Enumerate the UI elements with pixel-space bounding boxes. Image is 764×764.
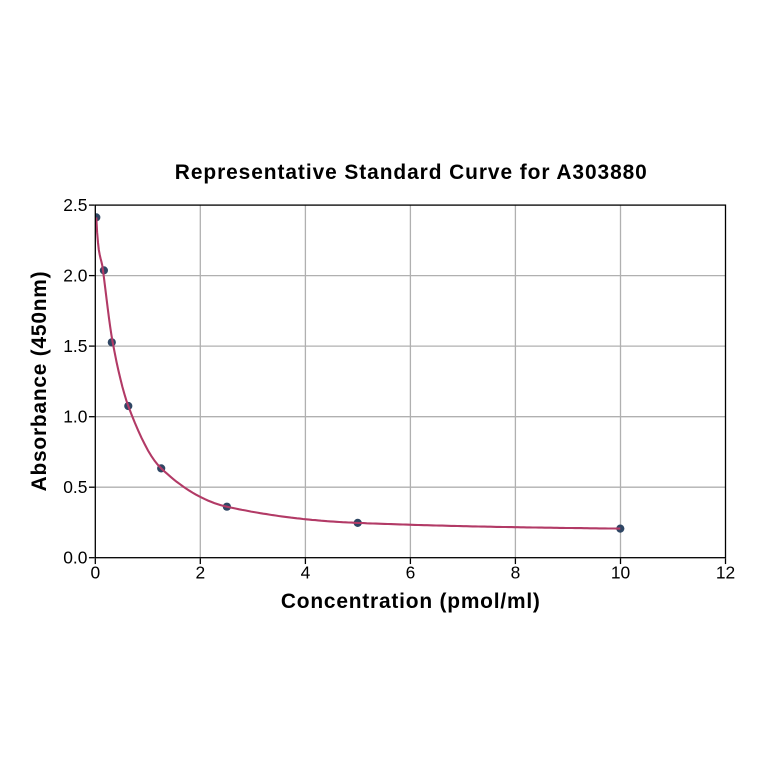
svg-text:2.5: 2.5	[63, 195, 87, 215]
svg-text:1.0: 1.0	[63, 407, 87, 427]
svg-text:0.5: 0.5	[63, 477, 87, 497]
svg-text:2.0: 2.0	[63, 266, 87, 286]
svg-text:2: 2	[195, 562, 205, 582]
svg-text:1.5: 1.5	[63, 336, 87, 356]
svg-text:0.0: 0.0	[63, 548, 87, 568]
svg-text:6: 6	[406, 562, 416, 582]
svg-text:8: 8	[511, 562, 521, 582]
svg-text:4: 4	[301, 562, 311, 582]
svg-text:0: 0	[90, 562, 100, 582]
svg-text:Absorbance (450nm): Absorbance (450nm)	[28, 271, 51, 491]
svg-text:10: 10	[611, 562, 630, 582]
svg-text:12: 12	[716, 562, 735, 582]
svg-text:Concentration (pmol/ml): Concentration (pmol/ml)	[281, 590, 540, 613]
svg-text:Representative Standard Curve: Representative Standard Curve for A30388…	[175, 161, 647, 184]
